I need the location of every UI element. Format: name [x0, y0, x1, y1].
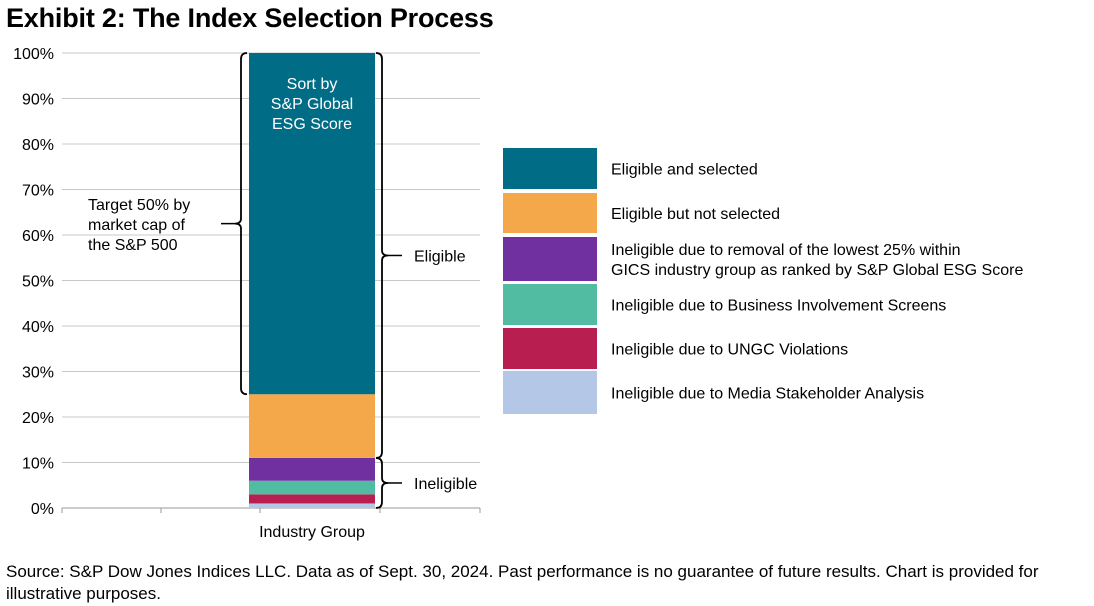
annotations: Sort by S&P Global ESG Score Target 50% by m… [88, 76, 477, 493]
y-tick-label: 50% [22, 274, 54, 291]
legend-label: GICS industry group as ranked by S&P Glo… [611, 262, 1023, 279]
legend-swatch [503, 328, 597, 369]
legend-swatch [503, 237, 597, 281]
target-annotation: the S&P 500 [88, 237, 178, 254]
legend-swatch [503, 371, 597, 414]
bar-annotation: ESG Score [272, 116, 352, 133]
ineligible-label: Ineligible [414, 476, 477, 493]
legend-swatch [503, 193, 597, 233]
chart: 0% 10% 20% 30% 40% 50% 60% 70% 80% 90% 100% Indust… [13, 46, 1023, 541]
chart-title: Exhibit 2: The Index Selection Process [6, 3, 494, 33]
legend-swatch [503, 284, 597, 325]
legend-label: Ineligible due to Media Stakeholder Anal… [611, 386, 924, 403]
bar-annotation: S&P Global [271, 96, 353, 113]
y-tick-label: 80% [22, 137, 54, 154]
x-tick-label: Industry Group [259, 524, 365, 541]
legend-label: Ineligible due to Business Involvement S… [611, 298, 946, 315]
bar-segment [249, 494, 375, 504]
legend-label: Eligible but not selected [611, 206, 780, 223]
legend-label: Ineligible due to removal of the lowest … [611, 242, 961, 259]
legend-label: Ineligible due to UNGC Violations [611, 342, 848, 359]
y-tick-label: 20% [22, 410, 54, 427]
y-tick-label: 10% [22, 456, 54, 473]
bar-annotation: Sort by [287, 76, 338, 93]
y-tick-labels: 0% 10% 20% 30% 40% 50% 60% 70% 80% 90% 100% [13, 46, 54, 518]
legend: Eligible and selected Eligible but not se… [503, 148, 1023, 414]
bar-segment [249, 53, 375, 395]
bar-segment [249, 394, 375, 458]
legend-label: Eligible and selected [611, 162, 758, 179]
eligible-bracket [375, 52, 389, 459]
y-tick-label: 90% [22, 92, 54, 109]
target-annotation: Target 50% by [88, 197, 190, 214]
source-note: Source: S&P Dow Jones Indices LLC. Data … [6, 562, 1039, 603]
y-tick-label: 0% [31, 501, 54, 518]
y-tick-label: 30% [22, 365, 54, 382]
y-tick-label: 70% [22, 183, 54, 200]
x-tick-labels: Industry Group [259, 524, 365, 541]
ineligible-bracket [375, 457, 389, 509]
y-tick-label: 60% [22, 228, 54, 245]
bar-segment [249, 480, 375, 495]
y-tick-label: 100% [13, 46, 54, 63]
y-tick-label: 40% [22, 319, 54, 336]
selected-bracket [234, 52, 248, 396]
legend-swatch [503, 148, 597, 189]
eligible-label: Eligible [414, 248, 466, 265]
target-annotation: market cap of [88, 217, 185, 234]
bar-segment [249, 503, 375, 508]
bar-segment [249, 457, 375, 481]
brackets [221, 52, 402, 509]
bar-stack [249, 53, 375, 508]
